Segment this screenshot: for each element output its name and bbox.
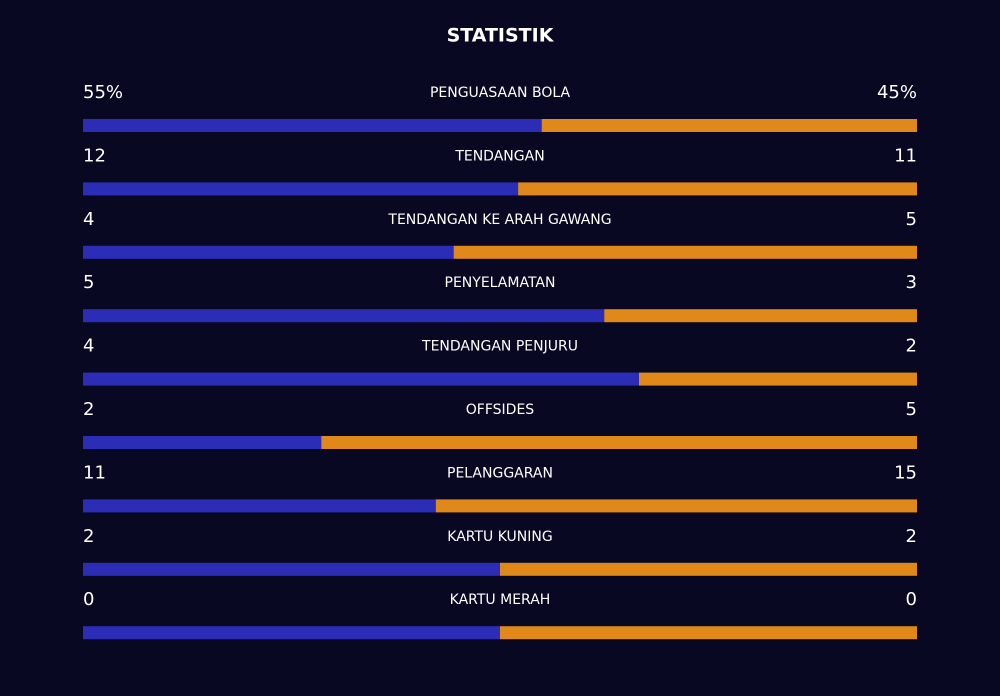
home-value: 12: [83, 145, 106, 166]
away-bar: [500, 562, 917, 576]
stat-label: TENDANGAN PENJURU: [421, 339, 578, 355]
away-value: 2: [906, 526, 917, 547]
away-bar: [639, 372, 917, 386]
home-value: 0: [83, 589, 94, 610]
away-value: 45%: [877, 82, 917, 103]
away-bar: [453, 245, 917, 259]
home-value: 55%: [83, 82, 123, 103]
stat-label: PENGUASAAN BOLA: [430, 85, 571, 101]
home-bar: [83, 372, 639, 386]
home-bar: [83, 626, 500, 640]
home-bar: [83, 182, 519, 196]
home-value: 2: [83, 399, 94, 420]
home-bar: [83, 436, 322, 449]
stat-label: KARTU MERAH: [450, 592, 551, 608]
home-bar: [83, 309, 605, 323]
stat-label: KARTU KUNING: [447, 529, 552, 545]
stat-label: PENYELAMATAN: [445, 275, 556, 291]
title: STATISTIK: [447, 25, 555, 47]
away-value: 15: [894, 462, 917, 483]
home-bar: [83, 119, 542, 132]
away-value: 5: [906, 399, 917, 420]
home-value: 2: [83, 526, 94, 547]
home-value: 4: [83, 209, 94, 230]
away-bar: [435, 499, 917, 513]
away-value: 5: [906, 209, 917, 230]
away-bar: [604, 309, 917, 323]
away-value: 3: [906, 272, 917, 293]
away-value: 11: [894, 145, 917, 166]
away-bar: [518, 182, 917, 196]
stat-label: TENDANGAN KE ARAH GAWANG: [387, 212, 611, 228]
stat-label: PELANGGARAN: [447, 465, 553, 481]
away-value: 0: [906, 589, 917, 610]
stat-label: TENDANGAN: [454, 148, 544, 164]
home-bar: [83, 245, 454, 259]
away-bar: [541, 119, 917, 132]
home-bar: [83, 562, 500, 576]
home-value: 11: [83, 462, 106, 483]
home-bar: [83, 499, 436, 513]
stat-label: OFFSIDES: [466, 402, 535, 418]
home-value: 4: [83, 336, 94, 357]
away-bar: [321, 436, 917, 449]
away-value: 2: [906, 336, 917, 357]
home-value: 5: [83, 272, 94, 293]
away-bar: [500, 626, 917, 640]
